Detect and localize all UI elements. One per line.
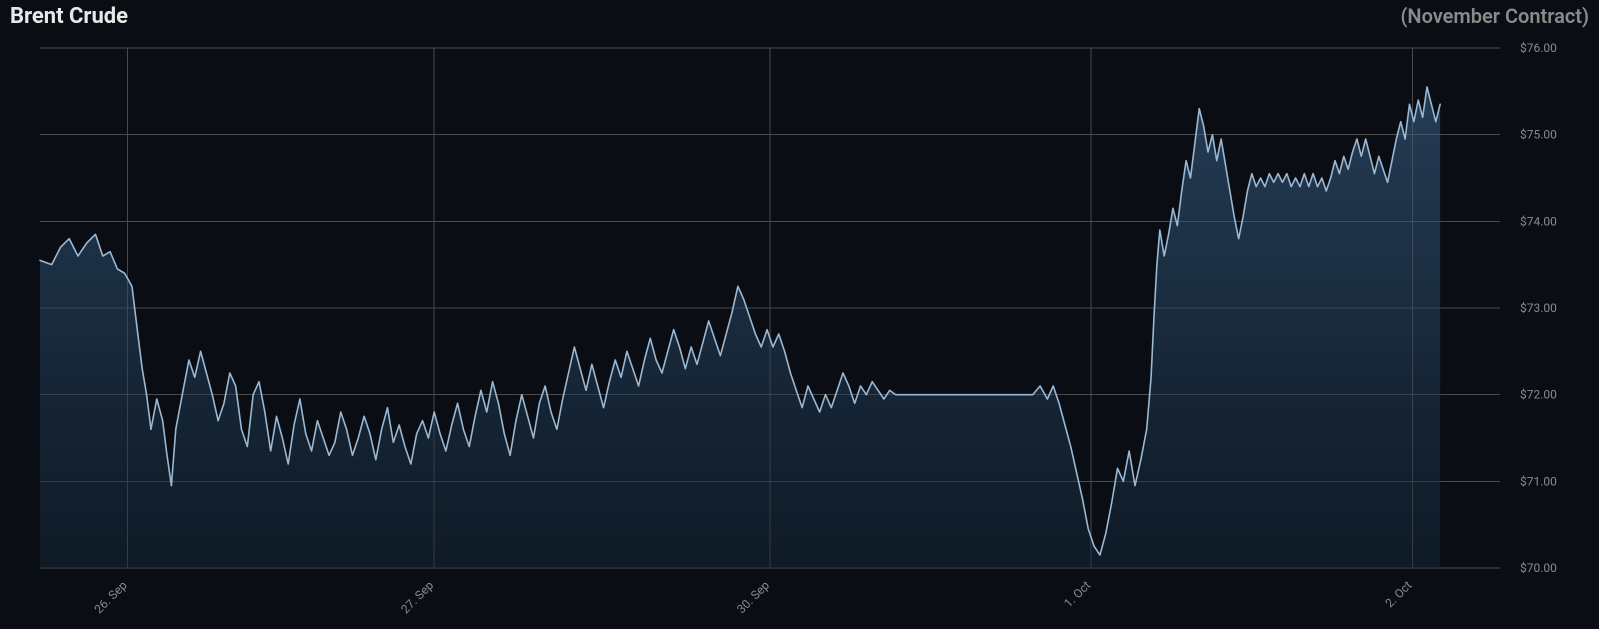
chart-container: Brent Crude (November Contract) $70.00$7… [0, 0, 1599, 629]
svg-text:$75.00: $75.00 [1520, 128, 1557, 142]
svg-text:$76.00: $76.00 [1520, 41, 1557, 55]
svg-text:$71.00: $71.00 [1520, 474, 1557, 488]
chart-subtitle: (November Contract) [1400, 4, 1589, 28]
svg-text:$72.00: $72.00 [1520, 388, 1557, 402]
svg-text:30. Sep: 30. Sep [734, 578, 772, 616]
svg-text:$74.00: $74.00 [1520, 214, 1557, 228]
chart-header: Brent Crude (November Contract) [10, 4, 1589, 34]
chart-plot-area[interactable]: $70.00 $71.00 $72.00 $73.00 $74.00 $75.00 $76.… [0, 38, 1599, 629]
svg-text:$73.00: $73.00 [1520, 301, 1557, 315]
svg-text:2. Oct: 2. Oct [1382, 578, 1414, 610]
svg-text:26. Sep: 26. Sep [92, 578, 130, 616]
chart-title: Brent Crude [10, 4, 128, 29]
svg-text:$70.00: $70.00 [1520, 561, 1557, 575]
svg-text:1. Oct: 1. Oct [1061, 578, 1093, 610]
svg-text:27. Sep: 27. Sep [398, 578, 436, 616]
chart-svg: $70.00 $71.00 $72.00 $73.00 $74.00 $75.00 $76.… [0, 38, 1599, 629]
